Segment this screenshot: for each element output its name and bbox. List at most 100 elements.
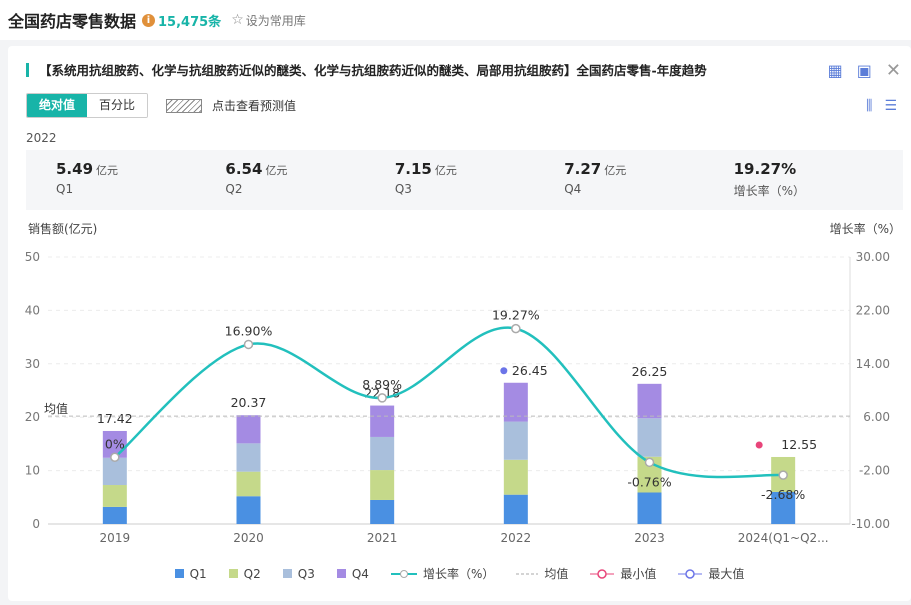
stat-value: 6.54 [225,160,263,178]
legend-item-q4[interactable]: Q4 [336,565,369,582]
bar-q3 [236,443,261,472]
growth-point [377,393,387,403]
top-bar: 全国药店零售数据 i 15,475条 ☆ 设为常用库 [0,0,911,40]
y-tick-label: 30 [25,357,40,371]
bar-q3 [503,421,528,460]
stat-unit: 亿元 [434,164,457,177]
stat-q3: 7.15 亿元 Q3 [395,150,564,210]
legend-swatch [228,569,238,578]
stat-value: 7.15 [394,160,432,178]
legend-item-min[interactable]: 最小值 [590,565,656,582]
legend-min-swatch [590,568,615,579]
trend-chart: 销售额(亿元) 增长率（%） 0 10 20 30 40 50 -10.00 -2.00 6.00 1… [25,221,901,545]
x-tick-label: 2021 [367,531,398,545]
y-tick-label: 40 [25,303,40,317]
stat-label: Q1 [56,182,74,196]
legend-item-q3[interactable]: Q3 [282,565,315,582]
stat-unit: 亿元 [604,164,627,177]
legend-label: Q4 [351,566,369,581]
stat-value: 19.27% [733,160,797,178]
bar-q1 [102,506,127,524]
stats-panel: 5.49 亿元 Q1 6.54 亿元 Q2 7.15 亿元 Q3 7.27 亿元 Q4 … [26,150,903,210]
legend-max-swatch [678,568,703,579]
growth-label: 0% [105,436,125,451]
star-icon: ☆ [231,12,244,28]
legend-item-average[interactable]: 均值 [516,565,568,582]
legend-item-q2[interactable]: Q2 [228,565,261,582]
legend-swatch [336,569,346,578]
favorite-button[interactable]: ☆ 设为常用库 [231,12,306,29]
chart-card: 【系统用抗组胺药、化学与抗组胺药近似的醚类、化学与抗组胺药近似的醚类、局部用抗组… [8,46,911,601]
bar-q2 [102,485,127,507]
legend-label: 增长率（%） [422,567,495,581]
x-tick-label: 2022 [501,531,532,545]
page-title: 全国药店零售数据 [8,12,137,31]
right-tick-label: -10.00 [851,517,890,531]
growth-point [110,452,120,462]
legend-label: Q1 [189,566,207,581]
right-axis-label: 增长率（%） [830,221,901,236]
view-switch: ⫼ ☰ [866,98,897,114]
toggle-percent[interactable]: 百分比 [87,94,148,117]
min-marker [755,441,763,449]
growth-label: -2.68% [761,487,805,502]
header-actions: ▦ ▣ ✕ [828,60,901,81]
legend-dash-swatch [516,573,539,574]
total-label: 26.25 [632,364,668,379]
total-label: 17.42 [97,411,133,426]
excel-export-icon[interactable]: ▦ [827,61,843,80]
legend-swatch [282,569,292,578]
close-icon[interactable]: ✕ [885,60,901,81]
forecast-hatch-swatch [166,98,202,113]
value-mode-toggle: 绝对值 百分比 [26,93,149,118]
left-axis-label: 销售额(亿元) [28,221,97,236]
legend-item-q1[interactable]: Q1 [174,565,207,582]
growth-point [243,339,254,350]
bar-q1 [771,491,796,524]
forecast-toggle[interactable]: 点击查看预测值 [166,97,296,114]
stat-label: 增长率（%） [733,184,806,198]
legend-label: 最大值 [708,567,745,581]
y-tick-label: 0 [32,517,40,531]
total-label: 26.45 [512,363,548,378]
y-tick-label: 10 [25,464,40,478]
stat-q2: 6.54 亿元 Q2 [225,150,394,210]
growth-label: -0.76% [627,474,671,489]
stat-label: Q4 [564,182,582,196]
growth-point [644,457,655,468]
record-count: 15,475条 [158,14,222,30]
right-tick-label: 30.00 [856,250,890,264]
accent-bar [26,62,29,77]
legend-swatch [174,569,184,578]
right-tick-label: 6.00 [863,410,890,424]
bar-chart-icon[interactable]: ⫼ [865,98,873,114]
card-header: 【系统用抗组胺药、化学与抗组胺药近似的醚类、化学与抗组胺药近似的醚类、局部用抗组… [26,60,707,79]
stat-q4: 7.27 亿元 Q4 [564,150,733,210]
total-label: 20.37 [231,395,267,410]
bar-q4 [503,382,528,422]
card-title: 【系统用抗组胺药、化学与抗组胺药近似的醚类、化学与抗组胺药近似的醚类、局部用抗组… [39,63,707,78]
x-tick-label: 2020 [233,531,264,545]
right-tick-label: -2.00 [859,464,890,478]
right-tick-label: 22.00 [856,303,890,317]
stat-label: Q2 [225,182,243,196]
toggle-absolute[interactable]: 绝对值 [27,94,88,117]
stat-growth: 19.27% 增长率（%） [734,150,903,210]
average-label: 均值 [44,401,68,416]
table-view-icon[interactable]: ☰ [884,98,897,114]
legend-item-max[interactable]: 最大值 [678,565,744,582]
info-icon[interactable]: i [142,13,156,27]
bar-q3 [637,418,662,457]
bar-q1 [637,492,662,524]
stat-q1: 5.49 亿元 Q1 [56,150,225,210]
stat-value: 7.27 [564,160,602,178]
growth-label: 8.89% [362,377,402,392]
legend-label: Q3 [297,566,315,581]
legend-item-growth[interactable]: 增长率（%） [390,565,495,582]
growth-label: 16.90% [225,323,273,338]
image-export-icon[interactable]: ▣ [856,61,872,80]
bar-q1 [503,494,528,524]
max-marker [500,367,508,375]
bar-q4 [236,415,261,444]
y-tick-label: 50 [25,250,40,264]
